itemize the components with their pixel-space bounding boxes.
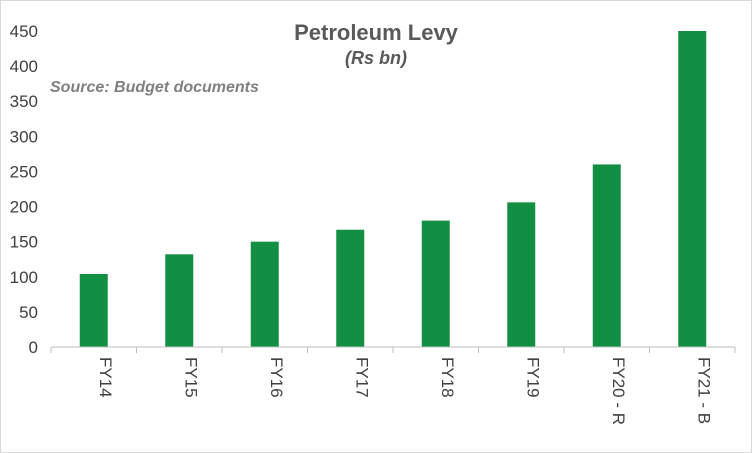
bar (678, 31, 707, 347)
y-tick-label: 200 (10, 198, 38, 217)
y-tick-label: 400 (10, 57, 38, 76)
chart-title: Petroleum Levy (294, 20, 459, 45)
x-axis: FY14 FY15 FY16 FY17 FY18 FY19 FY20 - R FY21 - B (50, 346, 736, 425)
y-tick-label: 450 (10, 22, 38, 41)
x-tick-label: FY17 (352, 357, 371, 398)
x-tick-label: FY20 - R (609, 357, 628, 425)
x-tick-label: FY19 (523, 357, 542, 398)
y-tick-label: 100 (10, 268, 38, 287)
x-tick-label: FY15 (181, 357, 200, 398)
bar (250, 241, 279, 347)
bar (165, 254, 194, 347)
x-tick-label: FY18 (438, 357, 457, 398)
bar (592, 164, 621, 347)
y-tick-label: 250 (10, 162, 38, 181)
bars (79, 31, 707, 347)
x-tick-label: FY16 (267, 357, 286, 398)
bar (507, 202, 536, 347)
y-tick-label: 300 (10, 127, 38, 146)
y-tick-label: 350 (10, 92, 38, 111)
x-tick-label: FY14 (96, 357, 115, 398)
bar (336, 229, 365, 347)
y-tick-label: 0 (29, 338, 38, 357)
bar (79, 273, 108, 347)
bar (421, 220, 450, 347)
y-tick-label: 150 (10, 233, 38, 252)
y-tick-label: 50 (19, 303, 38, 322)
chart-source: Source: Budget documents (50, 79, 259, 96)
chart-subtitle: (Rs bn) (345, 48, 407, 68)
x-tick-label: FY21 - B (694, 357, 713, 424)
y-axis: 0 50 100 150 200 250 300 350 400 450 (10, 22, 38, 357)
